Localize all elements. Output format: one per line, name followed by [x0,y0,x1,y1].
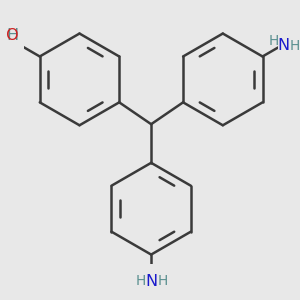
Text: H: H [158,274,168,288]
Text: H: H [6,28,19,43]
Text: N: N [145,274,157,289]
Text: N: N [278,38,290,53]
Text: H: H [136,274,146,288]
Text: H: H [290,39,300,52]
Text: H: H [269,34,279,48]
Text: O: O [1,28,19,43]
